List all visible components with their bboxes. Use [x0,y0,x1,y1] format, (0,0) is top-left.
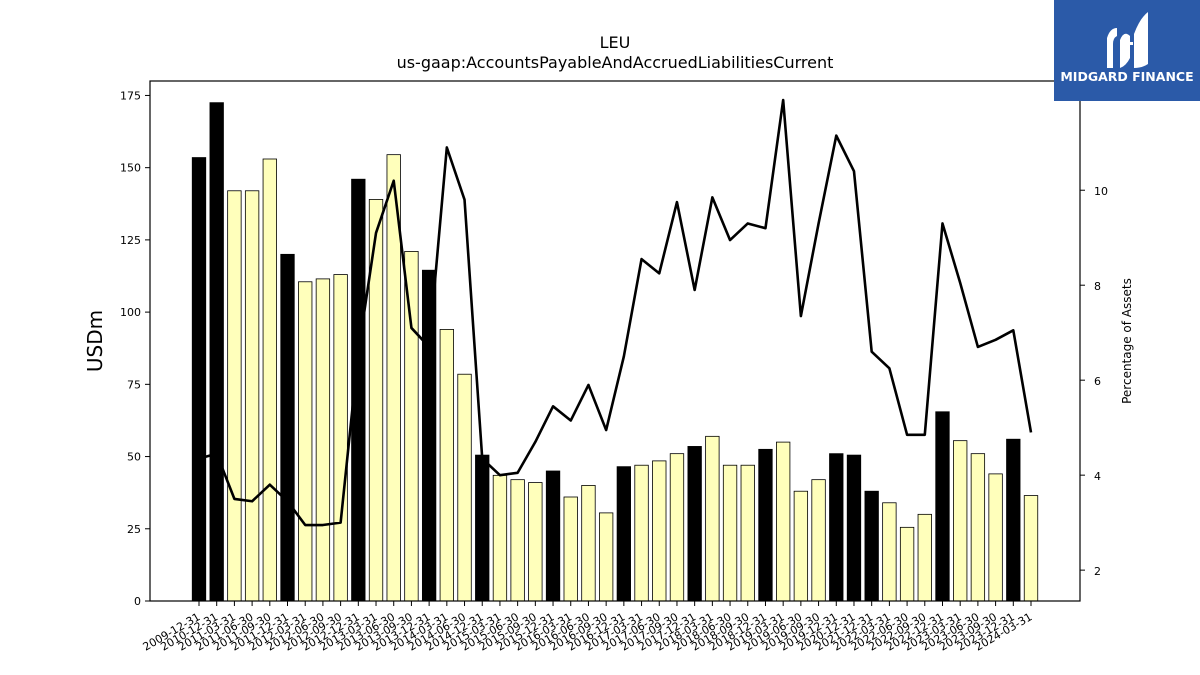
bar-2019-03-31 [776,441,791,602]
bar-2020-12-31 [846,454,862,602]
bar-2015-06-30 [510,479,525,602]
bar-2017-06-30 [652,460,667,602]
bar-2016-09-30 [599,512,614,602]
bar-2018-03-31 [705,435,720,602]
y2-tick-label: 10 [1094,185,1108,198]
left-y-axis: 0 25 50 75 100 125 150 175 [120,89,150,608]
percentage-line-series [198,98,1033,527]
y-tick-label: 0 [134,595,141,608]
bar-2015-09-30 [528,482,543,602]
x-axis: 2009-12-312010-12-312011-03-312011-06-30… [141,601,1035,654]
logo-text: MIDGARD FINANCE [1060,69,1193,84]
bar-2018-12-31 [758,448,773,602]
bar-2022-09-30 [917,513,932,602]
bar-2016-12-31 [616,466,631,602]
bar-2017-09-30 [669,453,685,602]
midgard-finance-logo: MIDGARD FINANCE [1054,0,1200,101]
bar-2014-12-31 [475,454,490,602]
bar-2014-03-31 [439,329,454,602]
bar-2022-03-31 [882,502,897,602]
bar-2018-09-30 [740,464,755,602]
bar-2024-03-31 [1023,495,1039,602]
bar-2023-09-30 [988,473,1003,602]
bar-2012-06-30 [315,278,331,602]
y-tick-label: 25 [127,523,141,536]
bar-2015-12-31 [545,470,561,602]
bar-2012-09-30 [333,274,348,602]
bar-2016-06-30 [581,485,596,602]
bar-2011-12-31 [280,253,295,602]
y-axis-label: USDm [83,310,107,372]
chart-subtitle: us-gaap:AccountsPayableAndAccruedLiabili… [397,53,834,72]
plot-frame [149,80,1081,602]
y-tick-label: 75 [127,378,141,391]
bar-2015-03-31 [492,474,508,602]
bar-2023-03-31 [953,440,968,602]
bar-2011-03-31 [227,190,242,602]
bar-2019-12-31 [829,453,844,602]
bar-2018-06-30 [722,464,738,602]
y-tick-label: 50 [127,451,141,464]
bar-2022-12-31 [935,411,950,602]
y2-tick-label: 2 [1094,565,1101,578]
bar-2023-06-30 [970,453,986,602]
bar-2014-06-30 [457,373,472,602]
y-tick-label: 175 [120,89,141,102]
bar-2010-12-31 [209,102,224,602]
y2-axis-label: Percentage of Assets [1120,278,1134,404]
y2-tick-label: 8 [1094,280,1101,293]
y2-tick-label: 4 [1094,470,1101,483]
y2-tick-label: 6 [1094,375,1101,388]
midgard-logo-mark-icon [1107,12,1148,68]
bar-2012-03-31 [298,281,313,602]
bar-2019-06-30 [793,490,809,602]
right-y-axis: 2 4 6 8 10 [1080,185,1108,578]
bar-2009-12-31 [191,157,207,602]
bar-2017-03-31 [634,464,649,602]
bar-2013-09-30 [404,251,419,602]
bar-2022-06-30 [899,526,915,602]
bar-2013-12-31 [421,269,437,602]
bar-2017-12-31 [687,446,702,602]
bar-2021-12-31 [864,490,879,602]
bar-2019-09-30 [811,479,826,602]
bar-2023-12-31 [1006,438,1021,602]
bar-2011-06-30 [244,190,260,602]
chart-title: LEU [600,33,631,52]
bar-2011-09-30 [262,158,277,602]
y-tick-label: 150 [120,162,141,175]
y-tick-label: 100 [120,306,141,319]
y-tick-label: 125 [120,234,141,247]
bar-2016-03-31 [563,496,578,602]
percentage-of-assets-line [198,98,1033,527]
